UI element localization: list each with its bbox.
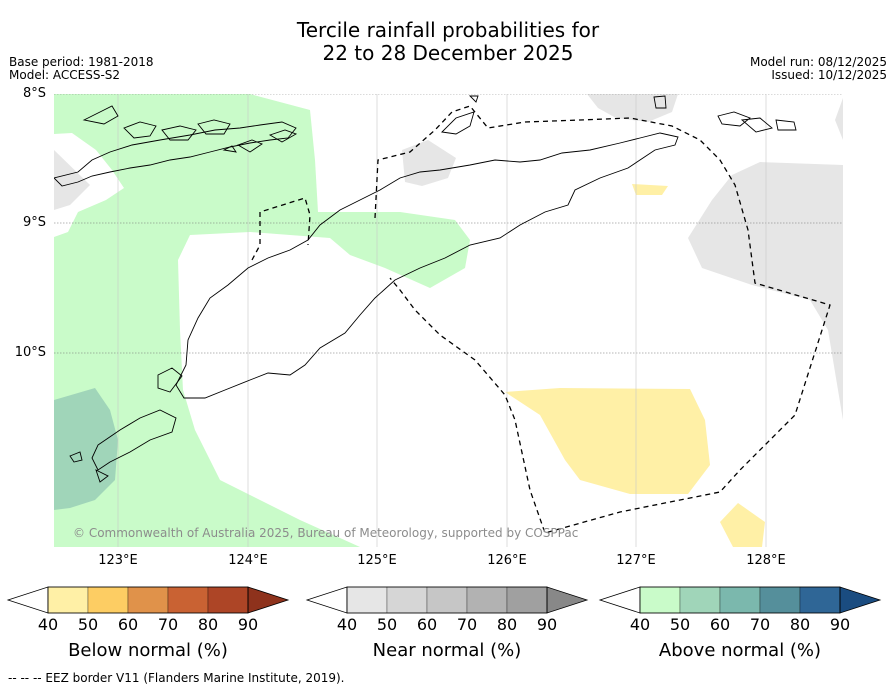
below-colorbar-left-extend	[6, 586, 49, 614]
near-colorbar-tick-label: 90	[536, 615, 558, 634]
flores-coastline	[54, 121, 297, 187]
below-colorbar-segment	[87, 586, 129, 614]
near-colorbar-segment	[426, 586, 468, 614]
near-colorbar-left-extend	[305, 586, 348, 614]
model-run-text: Model run: 08/12/2025	[749, 55, 887, 69]
colorbar-near-normal	[305, 586, 589, 614]
near-colorbar-segment	[386, 586, 428, 614]
above-normal-region-dark	[54, 388, 118, 510]
map-title-line1: Tercile rainfall probabilities for	[296, 18, 600, 42]
below-colorbar-segment	[167, 586, 209, 614]
above-colorbar-tick-label: 90	[829, 615, 851, 634]
above-colorbar-segment	[639, 586, 681, 614]
above-normal-region-west	[54, 94, 470, 547]
below-colorbar-tick-label: 40	[37, 615, 59, 634]
near-colorbar-tick-label: 70	[456, 615, 478, 634]
below-colorbar-tick-label: 50	[77, 615, 99, 634]
wetar-coastline	[441, 111, 475, 135]
below-colorbar-segment	[207, 586, 249, 614]
above-colorbar-left-extend	[598, 586, 641, 614]
copyright-text: © Commonwealth of Australia 2025, Bureau…	[73, 526, 579, 540]
meta-left: Base period: 1981-2018 Model: ACCESS-S2	[9, 56, 154, 82]
map-title: Tercile rainfall probabilities for 22 to…	[0, 19, 896, 65]
timor-coastline	[175, 132, 679, 399]
map-title-line2: 22 to 28 December 2025	[322, 41, 574, 65]
eez-line-main	[251, 105, 831, 534]
lon-label-126e: 126°E	[487, 553, 527, 568]
near-colorbar-segment	[506, 586, 548, 614]
below-normal-title: Below normal (%)	[68, 640, 228, 661]
above-colorbar-tick-label: 50	[669, 615, 691, 634]
above-normal-title: Above normal (%)	[658, 640, 822, 661]
eez-border	[251, 105, 831, 534]
near-colorbar-tick-label: 50	[376, 615, 398, 634]
lon-label-125e: 125°E	[357, 553, 397, 568]
colorbar-above-normal	[598, 586, 882, 614]
base-period-text: Base period: 1981-2018	[9, 55, 154, 69]
near-colorbar-right-extend	[546, 586, 589, 614]
below-colorbar-tick-label: 90	[237, 615, 259, 634]
model-text: Model: ACCESS-S2	[9, 68, 121, 82]
lon-label-123e: 123°E	[98, 553, 138, 568]
near-colorbar-tick-label: 40	[336, 615, 358, 634]
colorbar-below-normal	[6, 586, 290, 614]
colorbars	[6, 586, 882, 614]
issued-text: Issued: 10/12/2025	[771, 68, 887, 82]
below-colorbar-tick-label: 70	[157, 615, 179, 634]
lon-label-124e: 124°E	[228, 553, 268, 568]
coastlines	[54, 95, 797, 483]
below-colorbar-outline	[47, 586, 249, 614]
islands-ne-coastline	[468, 95, 797, 133]
north-islands-coastline	[82, 105, 231, 141]
below-colorbar-right-extend	[247, 586, 290, 614]
near-normal-region-west-edge	[54, 150, 90, 210]
above-colorbar-segment	[759, 586, 801, 614]
above-colorbar-tick-label: 60	[709, 615, 731, 634]
near-colorbar-tick-label: 60	[416, 615, 438, 634]
above-colorbar-outline	[639, 586, 841, 614]
rote-coastline	[91, 367, 183, 483]
above-colorbar-segment	[719, 586, 761, 614]
near-colorbar-outline	[346, 586, 548, 614]
below-normal-region-small	[632, 184, 668, 195]
lat-label-9s: 9°S	[22, 215, 46, 230]
near-colorbar-segment	[346, 586, 388, 614]
meta-right: Model run: 08/12/2025 Issued: 10/12/2025	[750, 56, 887, 82]
near-normal-region-east	[688, 98, 843, 420]
above-colorbar-segment	[799, 586, 841, 614]
below-colorbar-segment	[47, 586, 89, 614]
lon-label-128e: 128°E	[746, 553, 786, 568]
near-normal-region-centre	[402, 140, 456, 186]
near-colorbar-tick-label: 80	[496, 615, 518, 634]
near-colorbar-segment	[466, 586, 508, 614]
above-colorbar-segment	[679, 586, 721, 614]
near-normal-title: Near normal (%)	[372, 640, 522, 661]
above-colorbar-tick-label: 80	[789, 615, 811, 634]
near-normal-region-north	[587, 94, 678, 122]
above-colorbar-right-extend	[839, 586, 882, 614]
above-colorbar-tick-label: 70	[749, 615, 771, 634]
below-normal-region-se	[720, 503, 765, 547]
lon-label-127e: 127°E	[616, 553, 656, 568]
below-colorbar-tick-label: 80	[197, 615, 219, 634]
sawu-coastline	[69, 451, 83, 463]
alor-coastline	[222, 129, 298, 153]
below-colorbar-segment	[127, 586, 169, 614]
lat-label-8s: 8°S	[22, 86, 46, 101]
below-colorbar-tick-label: 60	[117, 615, 139, 634]
above-colorbar-tick-label: 40	[629, 615, 651, 634]
eez-footnote: -- -- -- EEZ border V11 (Flanders Marine…	[8, 671, 345, 685]
lat-label-10s: 10°S	[14, 345, 46, 360]
map-layers	[54, 94, 843, 547]
below-normal-region-south	[505, 388, 710, 494]
